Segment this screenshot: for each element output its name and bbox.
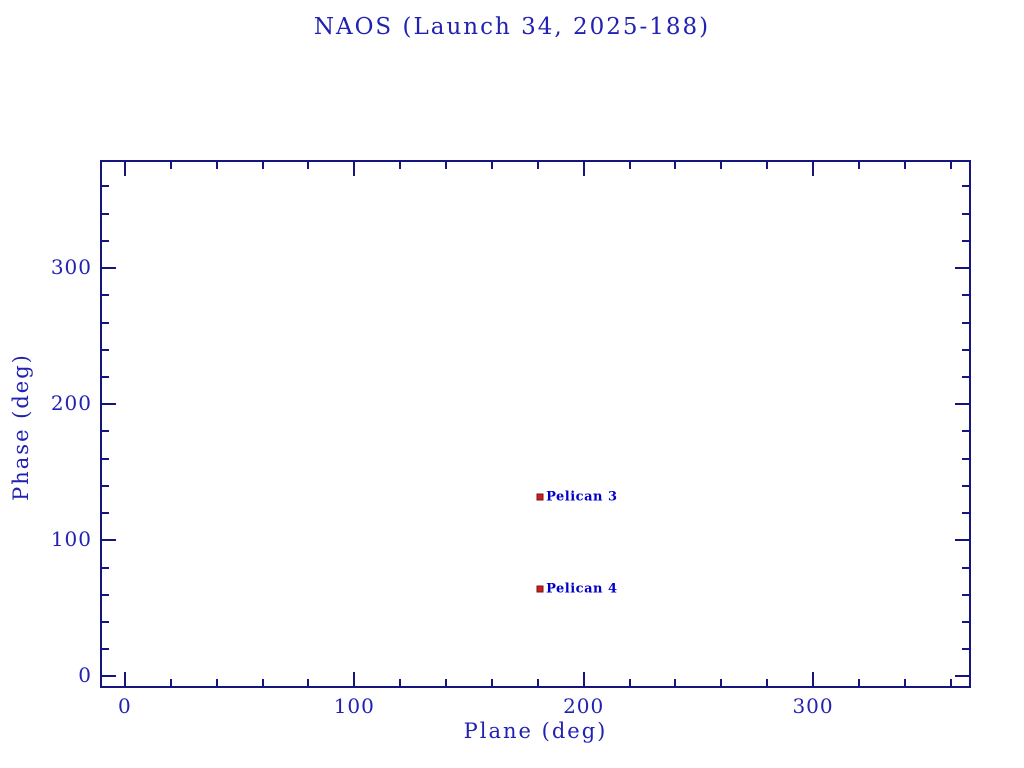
x-major-tick <box>353 672 356 686</box>
x-minor-tick <box>490 162 493 169</box>
x-tick-label: 300 <box>792 694 834 718</box>
satellite-marker <box>536 585 544 593</box>
y-minor-tick <box>962 376 969 379</box>
y-tick-label: 200 <box>50 391 92 416</box>
y-minor-tick <box>102 457 109 460</box>
y-minor-tick <box>962 185 969 188</box>
x-axis-label: Plane (deg) <box>463 719 608 743</box>
x-minor-tick <box>903 679 906 686</box>
x-major-tick <box>582 162 585 176</box>
x-minor-tick <box>536 679 539 686</box>
x-major-tick <box>812 162 815 176</box>
y-minor-tick <box>962 212 969 215</box>
y-minor-tick <box>102 648 109 651</box>
y-minor-tick <box>102 430 109 433</box>
y-minor-tick <box>962 239 969 242</box>
x-minor-tick <box>307 162 310 169</box>
x-tick-label: 100 <box>333 694 375 718</box>
x-minor-tick <box>949 162 952 169</box>
x-major-tick <box>123 162 126 176</box>
x-minor-tick <box>169 162 172 169</box>
x-minor-tick <box>674 679 677 686</box>
y-minor-tick <box>102 348 109 351</box>
y-major-tick <box>955 675 969 678</box>
x-tick-label: 200 <box>563 694 605 718</box>
y-minor-tick <box>962 648 969 651</box>
satellite-label: Pelican 4 <box>546 581 618 597</box>
y-tick-label: 0 <box>78 663 92 688</box>
y-major-tick <box>102 539 116 542</box>
x-minor-tick <box>490 679 493 686</box>
y-major-tick <box>102 675 116 678</box>
x-minor-tick <box>261 679 264 686</box>
y-axis-label: Phase (deg) <box>9 353 33 501</box>
y-minor-tick <box>102 512 109 515</box>
satellite-label: Pelican 3 <box>546 489 618 505</box>
y-minor-tick <box>102 321 109 324</box>
y-minor-tick <box>962 348 969 351</box>
x-minor-tick <box>720 162 723 169</box>
x-minor-tick <box>628 162 631 169</box>
y-major-tick <box>955 539 969 542</box>
x-minor-tick <box>307 679 310 686</box>
y-minor-tick <box>102 185 109 188</box>
x-minor-tick <box>766 162 769 169</box>
x-minor-tick <box>628 679 631 686</box>
y-minor-tick <box>962 294 969 297</box>
y-minor-tick <box>102 593 109 596</box>
x-major-tick <box>812 672 815 686</box>
x-minor-tick <box>215 162 218 169</box>
y-minor-tick <box>962 566 969 569</box>
y-minor-tick <box>962 321 969 324</box>
y-minor-tick <box>962 457 969 460</box>
y-minor-tick <box>962 512 969 515</box>
y-minor-tick <box>102 212 109 215</box>
y-minor-tick <box>102 566 109 569</box>
y-major-tick <box>102 267 116 270</box>
y-minor-tick <box>962 593 969 596</box>
x-minor-tick <box>445 679 448 686</box>
y-minor-tick <box>102 621 109 624</box>
x-minor-tick <box>766 679 769 686</box>
x-major-tick <box>123 672 126 686</box>
x-minor-tick <box>903 162 906 169</box>
x-minor-tick <box>720 679 723 686</box>
x-minor-tick <box>674 162 677 169</box>
x-minor-tick <box>215 679 218 686</box>
plot-area: 0 100 200 300 0 100 200 300 Pelican 3 Pelican 4 <box>51 160 971 718</box>
x-tick-label: 0 <box>118 694 132 718</box>
y-minor-tick <box>102 376 109 379</box>
y-minor-tick <box>102 239 109 242</box>
y-minor-tick <box>962 484 969 487</box>
x-minor-tick <box>445 162 448 169</box>
x-minor-tick <box>949 679 952 686</box>
y-minor-tick <box>962 430 969 433</box>
x-minor-tick <box>399 679 402 686</box>
satellite-marker <box>536 493 544 501</box>
y-major-tick <box>955 403 969 406</box>
x-minor-tick <box>536 162 539 169</box>
x-major-tick <box>353 162 356 176</box>
y-major-tick <box>102 403 116 406</box>
x-major-tick <box>582 672 585 686</box>
y-tick-label: 300 <box>50 254 92 279</box>
x-minor-tick <box>857 162 860 169</box>
y-tick-label: 100 <box>50 527 92 552</box>
y-minor-tick <box>102 484 109 487</box>
y-minor-tick <box>962 621 969 624</box>
x-minor-tick <box>857 679 860 686</box>
x-minor-tick <box>261 162 264 169</box>
x-minor-tick <box>169 679 172 686</box>
y-major-tick <box>955 267 969 270</box>
y-minor-tick <box>102 294 109 297</box>
x-minor-tick <box>399 162 402 169</box>
chart-title: NAOS (Launch 34, 2025-188) <box>313 14 711 40</box>
